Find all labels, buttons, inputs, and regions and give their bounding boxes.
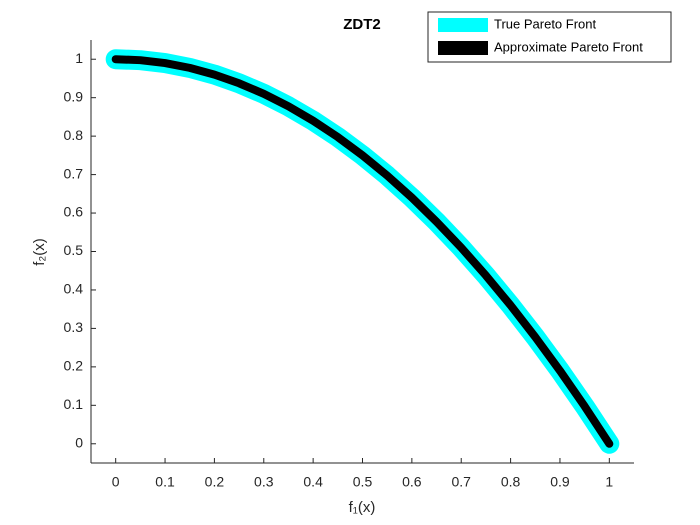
y-tick-label: 0.3 — [64, 319, 84, 335]
y-tick-label: 0.6 — [64, 204, 84, 220]
x-axis-label: f₁(x) — [349, 499, 376, 516]
x-tick-label: 0.2 — [205, 474, 225, 490]
x-tick-label: 0.6 — [402, 474, 422, 490]
y-tick-label: 0.5 — [64, 242, 84, 258]
legend-label: True Pareto Front — [494, 16, 597, 31]
x-tick-label: 0.3 — [254, 474, 274, 490]
y-tick-label: 0 — [75, 434, 83, 450]
x-tick-label: 0.8 — [501, 474, 521, 490]
legend-swatch — [438, 18, 488, 32]
y-axis-label: f₂(x) — [31, 238, 48, 265]
x-tick-label: 0.4 — [303, 474, 323, 490]
x-tick-label: 0 — [112, 474, 120, 490]
x-tick-label: 0.7 — [451, 474, 471, 490]
y-tick-label: 0.7 — [64, 165, 84, 181]
y-tick-label: 0.1 — [64, 396, 84, 412]
line — [111, 55, 614, 448]
x-tick-label: 1 — [605, 474, 613, 490]
x-tick-label: 0.5 — [353, 474, 373, 490]
legend-label: Approximate Pareto Front — [494, 39, 643, 54]
legend-swatch — [438, 41, 488, 55]
x-tick-label: 0.1 — [155, 474, 175, 490]
chart-title: ZDT2 — [343, 16, 381, 33]
y-tick-label: 0.4 — [64, 281, 84, 297]
y-tick-label: 0.9 — [64, 88, 84, 104]
y-tick-label: 0.8 — [64, 127, 84, 143]
x-tick-label: 0.9 — [550, 474, 570, 490]
y-tick-label: 1 — [75, 50, 83, 66]
y-tick-label: 0.2 — [64, 358, 84, 374]
